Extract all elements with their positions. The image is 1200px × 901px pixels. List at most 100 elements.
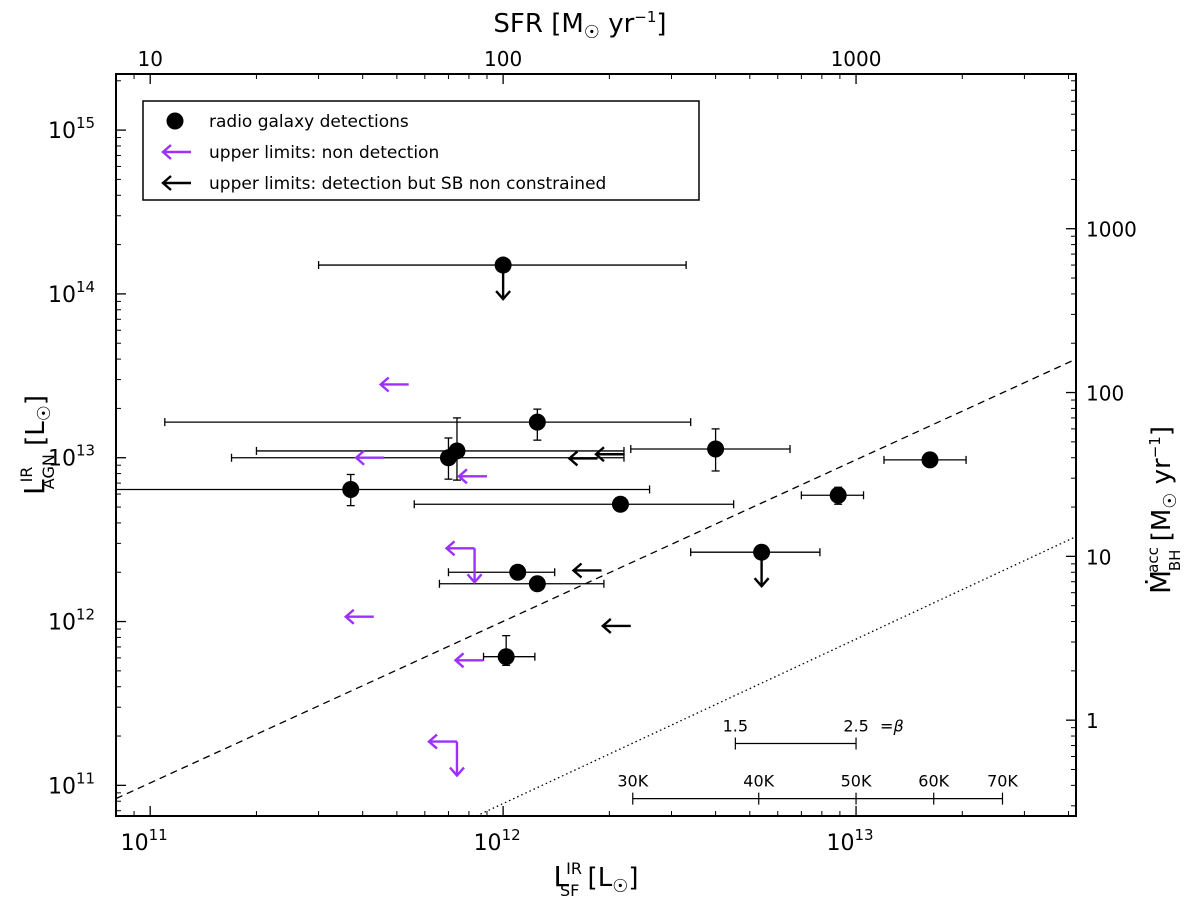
detection-point [690,543,821,589]
sb-unconstrained-upper-limit-arrow-head [600,618,612,634]
y-tick-label: 1012 [48,606,95,636]
y-tick-label: 1011 [48,769,95,799]
sb-unconstrained-upper-limit-arrow-head [571,562,583,579]
y-axis-label-part: AGN [39,454,58,489]
right-tick-label: 10 [1086,545,1111,569]
beta-scale-suffix: =β [880,717,904,736]
right-axis-label-part: BH [1166,550,1184,572]
detection-upper-limit-arrow-head [753,577,770,589]
y-axis-label-part: ☉ [34,405,55,421]
detection-point [447,563,556,581]
nondetection-upper-limit-arrow [457,468,487,485]
x-tick-label-part: 10 [121,831,149,856]
detection-point [317,256,687,301]
top-tick-label: 1000 [831,47,882,71]
detection-point [630,428,791,472]
right-tick-label: 1000 [1086,218,1137,242]
y-tick-label-part: 12 [76,606,95,624]
nondetection-upper-limit-arrow-head [444,540,456,557]
x-axis-label-part: [L [579,863,612,893]
axis-labels-layer: LIR SF [L☉]LIR AGN [L☉]SFR [M☉ yr−1]Ṁacc B… [17,8,1184,900]
legend-arrow-marker [161,144,191,160]
nondetection-upper-limit-arrow-head [453,652,465,669]
detection-point [230,437,625,480]
nondetection-upper-limit-arrow [444,540,483,585]
top-axis-label-part: yr [600,9,635,39]
detection-point [800,486,865,505]
x-axis-label-part: IR [566,859,582,878]
legend-label: upper limits: non detection [209,143,439,163]
nondetection-down-arrow-head [449,766,465,778]
legend-item: radio galaxy detections [166,112,409,132]
detection-marker [753,543,771,561]
detection-point [438,575,605,593]
y-tick-label-part: 15 [76,114,95,132]
reference-lines-layer [116,358,1076,816]
right-axis-label-part: −1 [1146,436,1164,458]
top-axis-label-part: −1 [634,8,656,26]
legend-label: upper limits: detection but SB non const… [209,174,606,194]
x-tick-label-part: 10 [826,831,854,856]
detection-marker [494,256,512,274]
legend-arrow-marker-head [161,144,172,160]
y-axis-label-part: ] [21,395,51,405]
legend-arrow-marker-head [161,175,172,191]
detection-upper-limit-arrow-head [495,290,512,301]
right-axis-label-part: ☉ [1160,493,1181,509]
top-axis-label-part: ☉ [584,22,600,43]
top-axis-label: SFR [M☉ yr−1] [493,8,666,43]
x-tick-label: 1011 [121,826,168,856]
beta-scale-label: 2.5 [843,717,868,736]
plot-frame [115,73,1077,817]
x-axis-label-part: ☉ [612,876,628,897]
detection-marker [528,575,546,593]
x-tick-label-part: 12 [502,826,521,844]
right-tick-label: 1 [1086,709,1099,733]
y-axis-label-part: IR [17,467,36,483]
legend: radio galaxy detections upper limits: non… [142,100,700,201]
nondetection-upper-limit-arrow-head [427,733,438,750]
detection-marker [497,648,515,666]
temperature-beta-scales-layer: 1.5 2.5 =β 30K 40K 50K 60K 70K [617,717,1018,805]
temperature-scale-label: 60K [918,772,949,791]
detection-marker [528,413,546,431]
y-tick-label-part: 10 [48,774,76,799]
y-tick-label: 1013 [48,442,95,472]
nondetection-upper-limit-arrow [354,449,385,466]
y-tick-label-part: 10 [48,119,76,144]
detection-marker [829,486,847,504]
right-axis-label-part: acc [1144,547,1162,573]
detection-marker [342,480,360,498]
legend-item: upper limits: non detection [161,143,439,163]
y-tick-label-part: 13 [76,442,95,460]
sb-unconstrained-upper-limit-arrow [567,450,598,467]
detection-point [482,635,536,667]
nondetection-upper-limit-arrow [343,608,374,625]
detection-point [116,473,651,507]
nondetection-upper-limit-arrow-head [457,468,468,485]
x-axis-label-part: L [553,860,569,893]
temperature-scale-label: 40K [743,772,774,791]
sb-unconstrained-upper-limit-arrow-head [567,450,579,467]
dashed-reference-line [116,358,1076,800]
x-tick-label-part: 10 [474,831,502,856]
top-axis-label-part: ] [656,9,666,39]
temperature-scale-label: 30K [617,772,648,791]
detection-point [883,451,967,469]
y-axis-label-part: L [18,479,51,495]
detection-marker [439,449,457,467]
y-tick-label: 1015 [48,114,95,144]
detection-point [255,417,625,481]
temperature-scale-label: 50K [841,772,872,791]
top-axis-label-part: SFR [M [493,9,583,39]
detection-point [413,495,735,513]
right-axis-label-part: [M [1147,509,1177,550]
x-tick-label: 1012 [474,826,521,856]
y-tick-label-part: 14 [76,278,95,296]
top-tick-label: 10 [137,47,162,71]
x-axis-label-part: ] [628,863,638,893]
detection-marker [611,495,629,513]
nondetection-upper-limit-arrow-head [378,376,390,393]
